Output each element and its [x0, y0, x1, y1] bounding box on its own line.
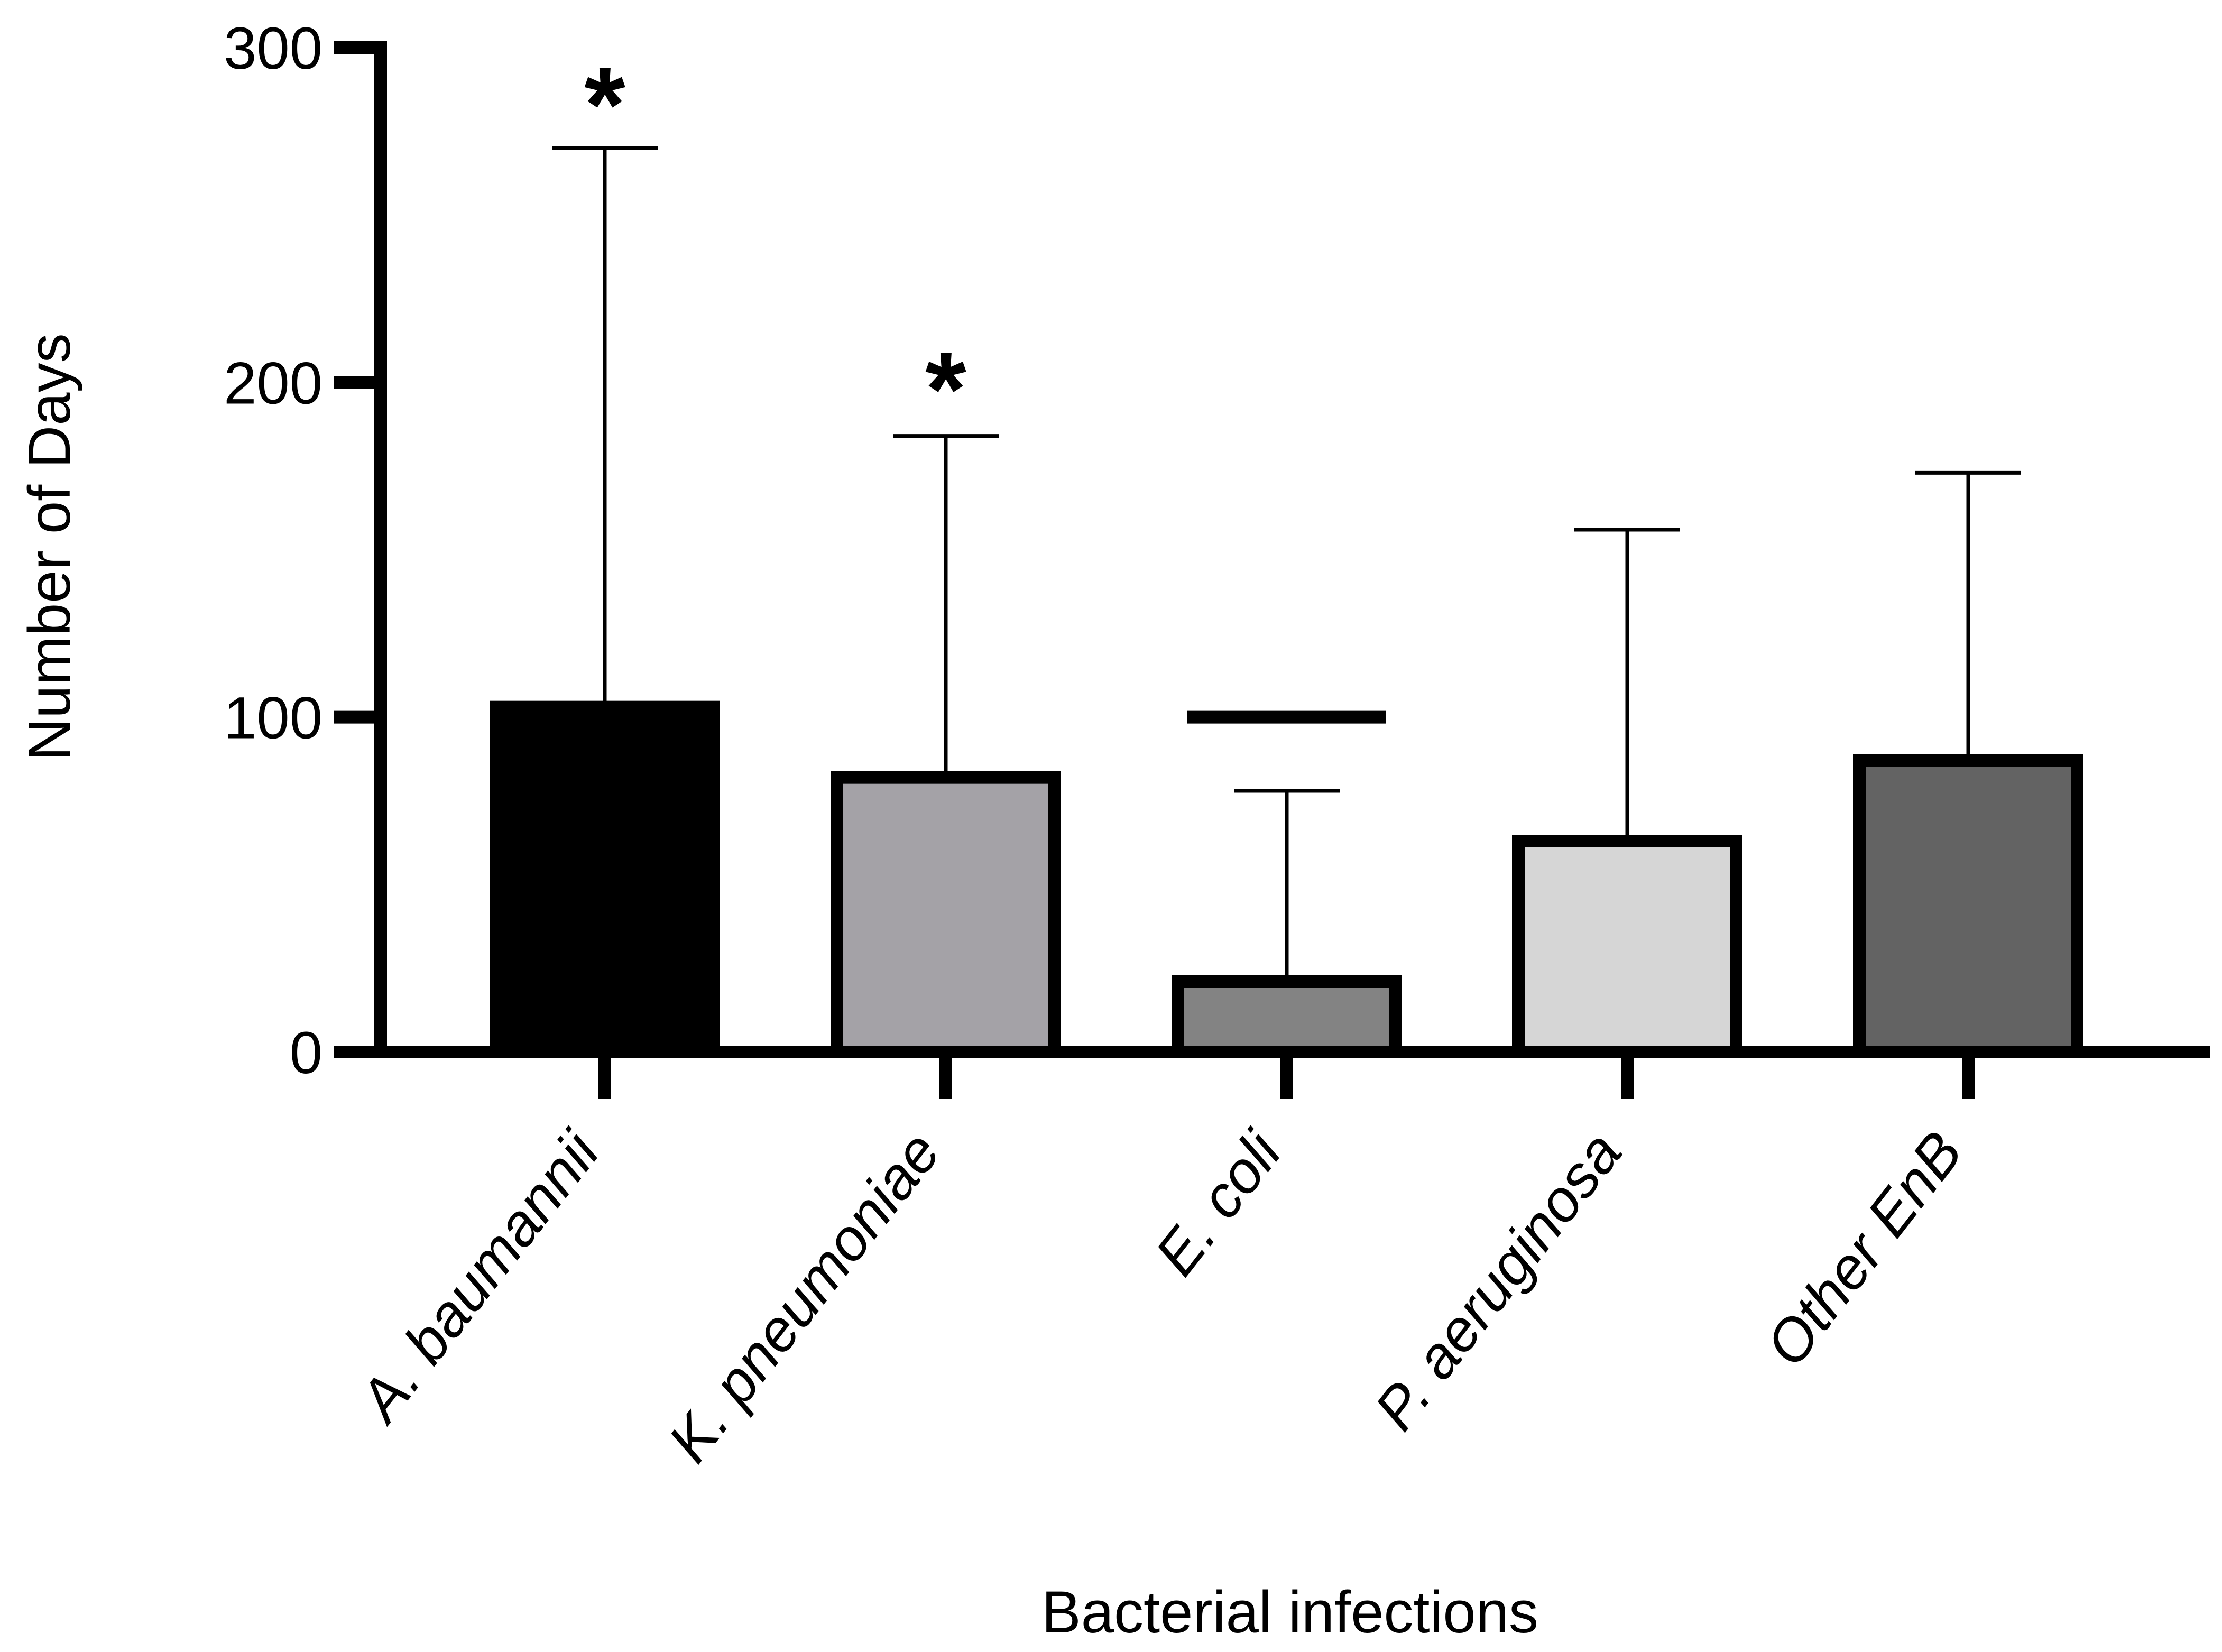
bar-p-aeruginosa: [1512, 835, 1742, 1058]
x-ticks-layer: A. baumannii K. pneumoniae E. coli P. aerug…: [345, 1052, 1975, 1474]
bar-a-baumannii: [490, 700, 720, 1058]
y-tick-label: 0: [290, 1020, 322, 1086]
bar-e-coli: [1172, 975, 1402, 1058]
x-axis-title: Bacterial infections: [1041, 1579, 1538, 1645]
y-axis-title: Number of Days: [16, 333, 82, 761]
x-tick-label: A. baumannii: [345, 1118, 613, 1435]
y-tick-label: 200: [224, 350, 322, 416]
bar-other-enb: [1853, 754, 2083, 1058]
y-tick-label: 100: [224, 685, 322, 751]
x-tick-label: E. coli: [1142, 1118, 1295, 1287]
significance-marker: *: [925, 330, 966, 448]
y-tick-label: 300: [224, 15, 322, 81]
annotations-layer: **: [584, 46, 1386, 724]
bar-k-pneumoniae: [831, 771, 1061, 1058]
x-tick-label: K. pneumoniae: [656, 1120, 953, 1474]
significance-marker: *: [584, 46, 625, 164]
x-tick-label: Other EnB: [1753, 1120, 1975, 1378]
y-ticks-layer: 0 100 200 300: [224, 15, 387, 1086]
x-tick-label: P. aeruginosa: [1362, 1120, 1634, 1442]
error-bars-layer: [552, 146, 2021, 982]
